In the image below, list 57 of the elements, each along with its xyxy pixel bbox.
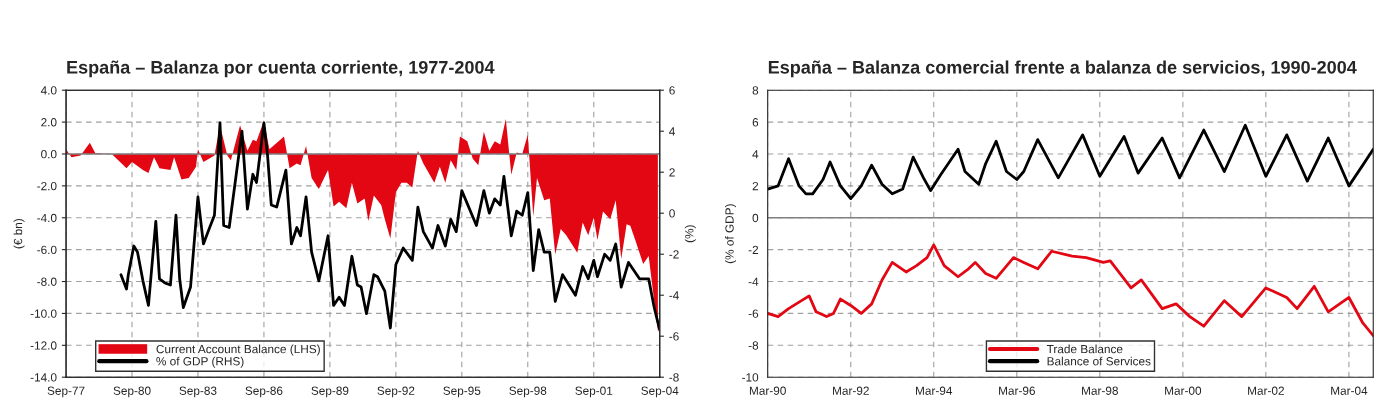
- chart-title: España – Balanza por cuenta corriente, 1977-2004: [67, 60, 495, 78]
- legend-label: Trade Balance: [1046, 344, 1123, 354]
- x-tick-label: Sep-95: [443, 386, 481, 398]
- y-tick-label: -6: [748, 309, 759, 318]
- x-tick-label: Sep-89: [311, 386, 349, 398]
- y-tick-label: -6.0: [37, 245, 57, 255]
- y-tick-label: 2: [752, 181, 759, 191]
- line-series: [767, 243, 1374, 338]
- y-tick-label: -2.0: [37, 181, 57, 191]
- y-tick-label: -8: [748, 341, 759, 350]
- x-tick-label: Mar-94: [916, 386, 953, 395]
- x-tick-label: Mar-96: [999, 386, 1035, 395]
- x-tick-label: Sep-86: [245, 386, 283, 398]
- y-tick-label: 6: [752, 118, 759, 127]
- y-tick-label: -10.0: [30, 309, 57, 318]
- y-tick-label: -10: [742, 373, 759, 382]
- y-tick-label: -8.0: [37, 277, 57, 286]
- y2-tick-label: -8: [669, 373, 679, 382]
- y2-tick-label: -4: [669, 291, 679, 300]
- y2-tick-label: 6: [669, 86, 675, 95]
- y2-tick-label: 4: [669, 127, 675, 136]
- x-tick-label: Sep-98: [509, 386, 547, 398]
- x-tick-label: Sep-92: [377, 386, 415, 398]
- legend-label: Balance of Services: [1047, 356, 1151, 366]
- chart-title: España – Balanza comercial frente a balanza de servicios, 1990-2004: [768, 60, 1357, 78]
- x-tick-label: Mar-04: [1331, 386, 1368, 395]
- x-tick-label: Mar-02: [1248, 386, 1284, 395]
- y-tick-label: -4: [748, 277, 759, 286]
- x-tick-label: Sep-83: [179, 386, 217, 398]
- y2-tick-label: 0: [669, 209, 675, 218]
- y2-tick-label: -2: [669, 250, 679, 259]
- x-tick-label: Sep-80: [113, 386, 151, 398]
- y2-tick-label: -6: [669, 332, 679, 341]
- y-tick-label: 8: [752, 86, 759, 95]
- legend-label: % of GDP (RHS): [156, 356, 244, 368]
- legend-label: Current Account Balance (LHS): [156, 344, 320, 356]
- y-tick-label: 0: [752, 213, 759, 223]
- y-axis-title: (€ bn): [13, 219, 25, 249]
- x-tick-label: Sep-77: [47, 386, 85, 398]
- y-tick-label: -4.0: [37, 213, 57, 223]
- y-tick-label: 4: [752, 150, 759, 159]
- x-tick-label: Mar-92: [833, 386, 869, 395]
- y-tick-label: 0.0: [41, 150, 57, 159]
- y-tick-label: 4.0: [40, 86, 57, 95]
- x-tick-label: Mar-98: [1082, 386, 1118, 395]
- y-tick-label: -2: [748, 245, 759, 254]
- line-series: [767, 123, 1374, 201]
- y-tick-label: -12.0: [30, 341, 57, 350]
- x-tick-label: Mar-00: [1165, 386, 1202, 395]
- y2-axis-title: (%): [684, 225, 696, 243]
- x-tick-label: Mar-90: [749, 386, 786, 395]
- y-tick-label: 2.0: [41, 118, 57, 127]
- y2-tick-label: 2: [669, 168, 675, 177]
- x-tick-label: Sep-04: [641, 386, 679, 398]
- y-axis-title: (% of GDP): [725, 204, 737, 264]
- x-tick-label: Sep-01: [575, 386, 613, 398]
- y-tick-label: -14.0: [30, 373, 57, 382]
